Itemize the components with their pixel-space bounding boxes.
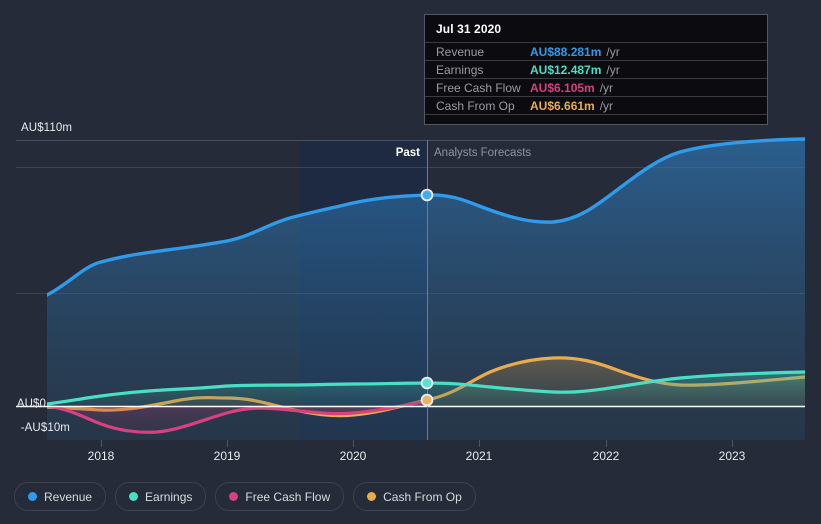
- legend-dot-cash-from-op-icon: [367, 492, 377, 501]
- earnings-point-marker[interactable]: [420, 376, 434, 390]
- free-cash-flow-line: [47, 399, 429, 434]
- tooltip-row-free-cash-flow: Free Cash Flow AU$6.105m /yr: [425, 78, 767, 96]
- tooltip-value-revenue: AU$88.281m: [530, 44, 602, 59]
- legend-item-revenue[interactable]: Revenue: [14, 482, 107, 511]
- earnings-line: [47, 370, 805, 406]
- x-axis-label-2019: 2019: [213, 449, 241, 463]
- data-tooltip: Jul 31 2020 Revenue AU$88.281m /yr Earni…: [424, 14, 768, 125]
- tooltip-value-earnings: AU$12.487m: [530, 62, 602, 77]
- tooltip-unit-earnings: /yr: [606, 62, 620, 77]
- legend-label-earnings: Earnings: [145, 489, 193, 504]
- y-axis-label-110m: AU$110m: [21, 122, 72, 134]
- analysts-forecasts-band-label: Analysts Forecasts: [434, 147, 532, 159]
- x-axis-label-2021: 2021: [465, 449, 493, 463]
- revenue-point-marker[interactable]: [420, 188, 434, 202]
- legend-dot-free-cash-flow-icon: [229, 492, 239, 501]
- tooltip-unit-free-cash-flow: /yr: [599, 80, 614, 95]
- legend-dot-revenue-icon: [28, 492, 37, 501]
- legend-item-free-cash-flow[interactable]: Free Cash Flow: [215, 482, 345, 511]
- x-axis-label-2018: 2018: [87, 449, 115, 463]
- tooltip-unit-cash-from-op: /yr: [599, 98, 614, 113]
- tooltip-footer-spacer: [425, 114, 767, 124]
- legend-item-earnings[interactable]: Earnings: [115, 482, 207, 511]
- legend-label-cash-from-op: Cash From Op: [383, 489, 462, 504]
- tooltip-label-cash-from-op: Cash From Op: [436, 98, 515, 113]
- legend-dot-earnings-icon: [129, 492, 139, 501]
- tooltip-value-cash-from-op: AU$6.661m: [530, 98, 595, 113]
- tooltip-row-earnings: Earnings AU$12.487m /yr: [425, 60, 767, 78]
- tooltip-label-free-cash-flow: Free Cash Flow: [436, 80, 521, 95]
- tooltip-unit-revenue: /yr: [606, 44, 620, 59]
- revenue-line: [47, 137, 805, 297]
- legend-label-free-cash-flow: Free Cash Flow: [245, 489, 331, 504]
- tooltip-row-cash-from-op: Cash From Op AU$6.661m /yr: [425, 96, 767, 114]
- y-axis-label-minus10m: -AU$10m: [20, 422, 70, 434]
- legend-item-cash-from-op[interactable]: Cash From Op: [353, 482, 476, 511]
- cash-from-op-point-marker[interactable]: [420, 393, 434, 407]
- tooltip-title: Jul 31 2020: [436, 22, 502, 36]
- x-axis-label-2022: 2022: [592, 449, 620, 463]
- y-axis-label-zero: AU$0: [16, 398, 46, 410]
- tooltip-label-earnings: Earnings: [436, 62, 484, 77]
- legend-label-revenue: Revenue: [44, 489, 93, 504]
- x-axis-label-2020: 2020: [339, 449, 367, 463]
- x-axis-label-2023: 2023: [718, 449, 746, 463]
- tooltip-label-revenue: Revenue: [436, 44, 485, 59]
- x-axis-ticks: [101, 440, 733, 447]
- free-cash-flow-area: [47, 401, 427, 433]
- past-band-label: Past: [395, 147, 420, 159]
- tooltip-value-free-cash-flow: AU$6.105m: [530, 80, 595, 95]
- tooltip-row-revenue: Revenue AU$88.281m /yr: [425, 42, 767, 60]
- revenue-area: [47, 139, 805, 440]
- chart-legend: Revenue Earnings Free Cash Flow Cash Fro…: [14, 482, 476, 511]
